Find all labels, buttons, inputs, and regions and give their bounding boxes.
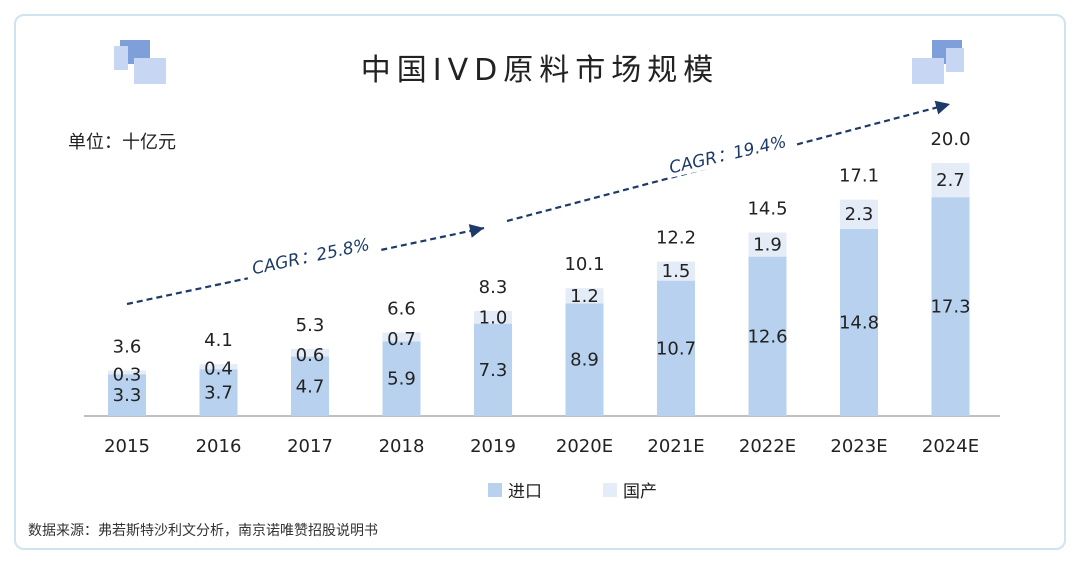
data-label-domestic: 1.2 [570, 286, 599, 307]
bar-import [291, 356, 329, 416]
bar-import [474, 323, 512, 416]
cagr-arrow-2-head [934, 100, 950, 115]
data-label-domestic: 2.7 [936, 170, 965, 191]
cagr-1-mask [242, 226, 382, 280]
cagr-arrow-2-line [506, 102, 951, 223]
data-label-domestic: 0.7 [387, 329, 416, 350]
data-label-import: 3.3 [113, 385, 142, 406]
bar-import [840, 228, 878, 416]
x-tick-label: 2023E [830, 436, 887, 457]
data-label-total: 12.2 [656, 228, 696, 249]
bar-import [748, 256, 787, 416]
data-label-total: 17.1 [839, 166, 879, 187]
x-tick-label: 2020E [556, 436, 613, 457]
bar-import [382, 341, 421, 416]
x-tick-label: 2017 [287, 436, 333, 457]
bar-domestic [199, 364, 238, 370]
data-label-total: 6.6 [387, 299, 416, 320]
source-note: 数据来源：弗若斯特沙利文分析，南京诺唯赞招股说明书 [28, 523, 378, 539]
decor-squares-right [912, 40, 964, 84]
data-label-import: 5.9 [387, 369, 416, 390]
data-label-import: 17.3 [930, 297, 970, 318]
data-label-domestic: 0.4 [204, 359, 233, 380]
x-tick-label: 2022E [739, 436, 796, 457]
x-tick-label: 2019 [470, 436, 516, 457]
data-label-import: 10.7 [656, 338, 696, 359]
data-label-import: 12.6 [747, 326, 787, 347]
bar-import [108, 374, 146, 416]
bar-domestic [565, 288, 604, 304]
data-label-import: 7.3 [479, 360, 508, 381]
x-tick-label: 2016 [196, 436, 242, 457]
bar-domestic [291, 348, 329, 357]
bar-domestic [931, 163, 970, 198]
data-label-domestic: 0.3 [113, 364, 142, 385]
bar-domestic [657, 261, 695, 281]
bar-domestic [382, 332, 421, 342]
bar-import [199, 369, 238, 416]
data-label-import: 4.7 [296, 376, 325, 397]
chart-frame [14, 14, 1066, 550]
legend-item-import: 进口 [488, 477, 542, 502]
legend-label-domestic: 国产 [623, 482, 657, 502]
data-label-import: 8.9 [570, 350, 599, 371]
cagr-arrow-1-head [468, 224, 484, 238]
data-label-total: 3.6 [113, 336, 142, 357]
data-label-total: 4.1 [204, 330, 233, 351]
bar-domestic [108, 370, 146, 375]
data-label-total: 5.3 [296, 315, 325, 336]
chart-title: 中国IVD原料市场规模 [360, 53, 720, 88]
data-label-domestic: 0.6 [296, 345, 325, 366]
x-tick-label: 2015 [104, 436, 150, 457]
data-label-total: 20.0 [930, 129, 970, 150]
data-label-domestic: 1.5 [662, 261, 691, 282]
data-label-domestic: 1.9 [753, 235, 782, 256]
data-label-total: 8.3 [479, 277, 508, 298]
x-tick-label: 2024E [922, 436, 979, 457]
bar-domestic [748, 232, 787, 257]
legend: 进口 国产 [0, 477, 1080, 502]
bar-domestic [840, 199, 878, 229]
bar-import [931, 197, 970, 416]
legend-label-import: 进口 [508, 482, 542, 502]
x-tick-label: 2018 [379, 436, 425, 457]
unit-label: 单位：十亿元 [68, 132, 176, 153]
x-tick-label: 2021E [647, 436, 704, 457]
data-label-domestic: 1.0 [479, 307, 508, 328]
legend-item-domestic: 国产 [603, 477, 657, 502]
data-label-domestic: 2.3 [845, 204, 874, 225]
data-label-total: 14.5 [747, 199, 787, 220]
data-label-import: 14.8 [839, 312, 879, 333]
bar-import [657, 280, 695, 416]
decor-squares-left [114, 40, 166, 84]
data-label-import: 3.7 [204, 383, 233, 404]
legend-swatch-domestic [603, 482, 617, 497]
legend-swatch-import [488, 482, 502, 497]
bar-domestic [474, 311, 512, 324]
cagr-2-mask [662, 123, 796, 179]
data-label-total: 10.1 [564, 254, 604, 275]
bar-import [565, 303, 604, 416]
